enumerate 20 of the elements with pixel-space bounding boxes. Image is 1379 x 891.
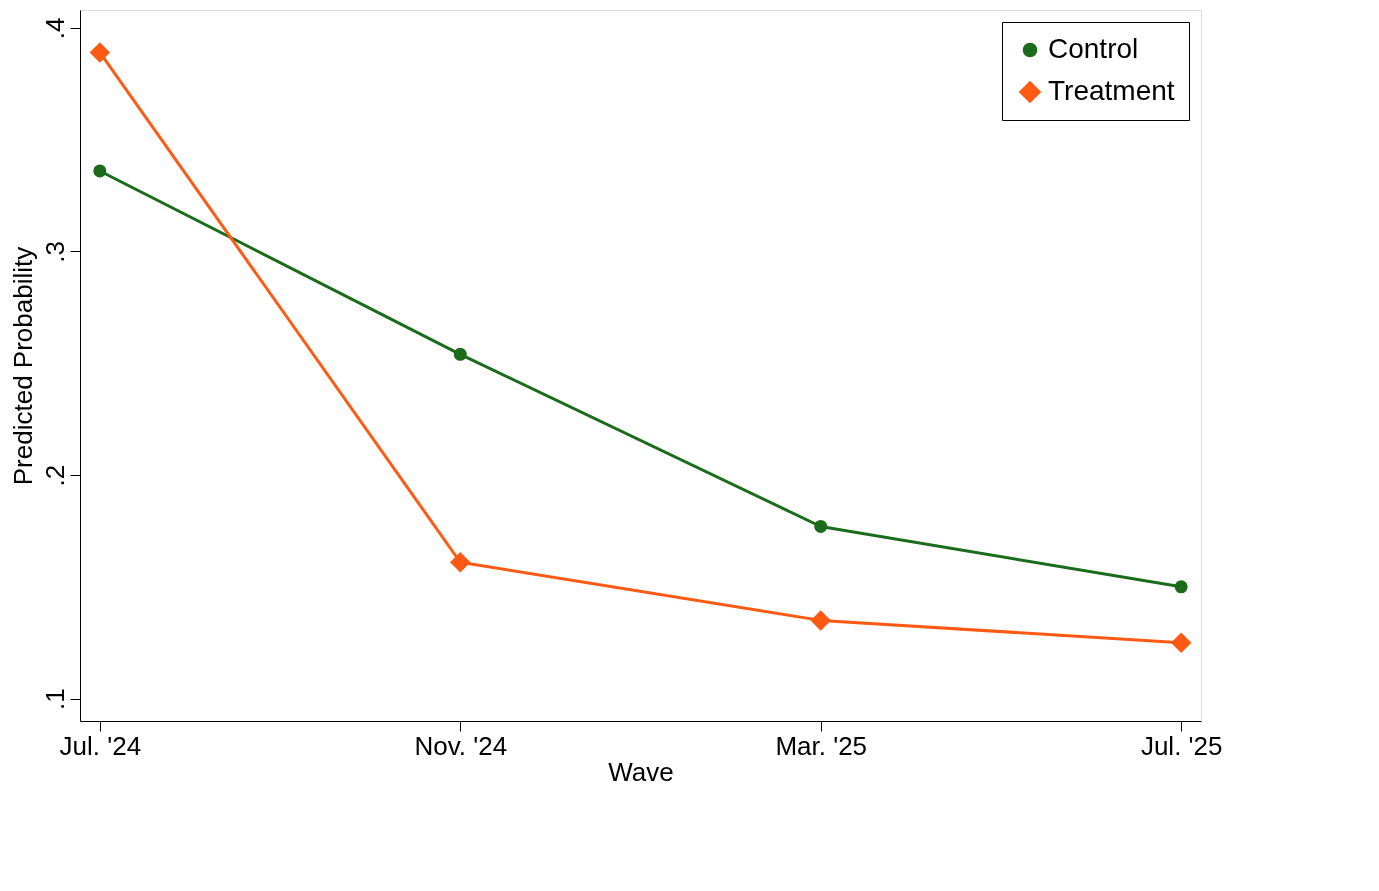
point <box>1174 580 1188 594</box>
x-tick-label: Jul. '24 <box>59 730 142 761</box>
point <box>453 347 467 361</box>
y-tick-label: .4 <box>39 17 70 40</box>
legend-label: Control <box>1048 33 1139 64</box>
x-tick-label: Mar. '25 <box>775 730 868 761</box>
x-tick-label: Nov. '24 <box>414 730 508 761</box>
y-tick-label: .3 <box>39 241 70 263</box>
point <box>450 552 471 573</box>
point <box>89 42 111 63</box>
y-axis-title: Predicted Probability <box>7 246 38 486</box>
x-axis-title: Wave <box>608 756 674 787</box>
y-tick-label: .2 <box>39 464 70 487</box>
point <box>1170 632 1192 653</box>
x-tick-label: Jul. '25 <box>1140 730 1223 761</box>
y-tick-label: .1 <box>39 688 70 710</box>
point <box>93 164 107 178</box>
point <box>814 519 828 533</box>
point <box>810 610 831 631</box>
legend-label: Treatment <box>1048 75 1175 106</box>
